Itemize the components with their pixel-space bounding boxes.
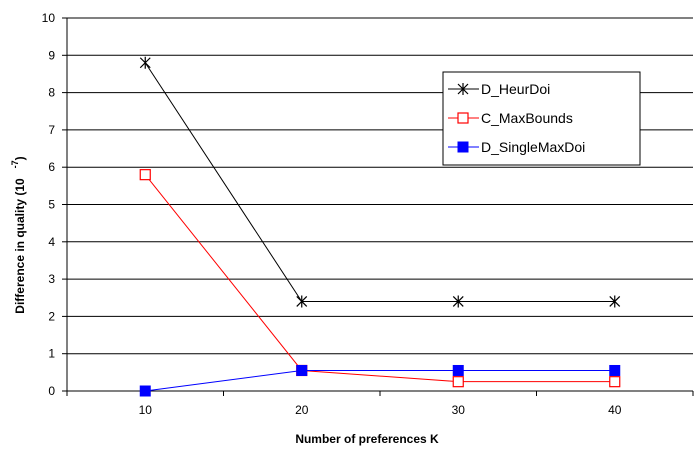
y-tick-label: 0: [48, 384, 55, 398]
legend-item-d-singlemaxdoi: D_SingleMaxDoi: [448, 139, 585, 155]
series-line-d-heurdoi: [144, 62, 615, 302]
y-tick-label: 8: [48, 86, 55, 100]
legend-item-c-maxbounds: C_MaxBounds: [448, 110, 573, 126]
legend-label: C_MaxBounds: [481, 110, 573, 126]
series-line-d-singlemaxdoi: [145, 369, 615, 392]
x-tick-label: 20: [295, 403, 309, 417]
legend-marker: [457, 112, 469, 124]
y-tick-label: 2: [48, 309, 55, 323]
x-tick-label: 30: [452, 403, 466, 417]
data-point-d-singlemaxdoi: [452, 364, 464, 376]
legend-label: D_SingleMaxDoi: [481, 139, 585, 155]
y-tick-label: 7: [48, 123, 55, 137]
x-tick-labels: 10 20 30 40: [139, 403, 622, 417]
data-point-d-singlemaxdoi: [139, 385, 151, 397]
series-d-singlemaxdoi: [139, 364, 621, 397]
x-axis-title: Number of preferences K: [295, 432, 439, 446]
data-point-d-heurdoi: [452, 295, 464, 308]
data-point-d-heurdoi: [296, 295, 308, 308]
data-point-d-singlemaxdoi: [296, 364, 308, 376]
legend-label: D_HeurDoi: [481, 81, 550, 97]
legend-marker: [457, 83, 469, 95]
legend-marker: [457, 141, 469, 153]
series-group: [139, 56, 621, 397]
x-tick-label: 40: [608, 403, 622, 417]
y-tick-label: 4: [48, 235, 55, 249]
series-line-c-maxbounds: [144, 174, 615, 383]
series-d-heurdoi: [139, 56, 621, 308]
y-tick-label: 5: [48, 198, 55, 212]
data-point-c-maxbounds: [609, 376, 621, 388]
data-point-c-maxbounds: [139, 169, 151, 181]
axes: [62, 17, 694, 396]
x-tick-label: 10: [139, 403, 153, 417]
y-tick-label: 6: [48, 160, 55, 174]
y-tick-label: 9: [48, 48, 55, 62]
gridlines: [67, 17, 693, 355]
y-tick-labels: 0 1 2 3 4 5 6 7 8 9 10: [42, 11, 56, 398]
data-point-d-heurdoi: [139, 56, 151, 69]
y-tick-label: 10: [42, 11, 56, 25]
data-point-d-singlemaxdoi: [609, 364, 621, 376]
y-axis-title: Difference in quality (10-7): [10, 156, 27, 313]
legend: D_HeurDoi C_MaxBounds D_SingleMaxDoi: [442, 71, 641, 166]
y-tick-label: 1: [48, 347, 55, 361]
legend-item-d-heurdoi: D_HeurDoi: [448, 81, 550, 97]
data-point-c-maxbounds: [452, 376, 464, 388]
y-tick-label: 3: [48, 272, 55, 286]
data-point-d-heurdoi: [609, 295, 621, 308]
